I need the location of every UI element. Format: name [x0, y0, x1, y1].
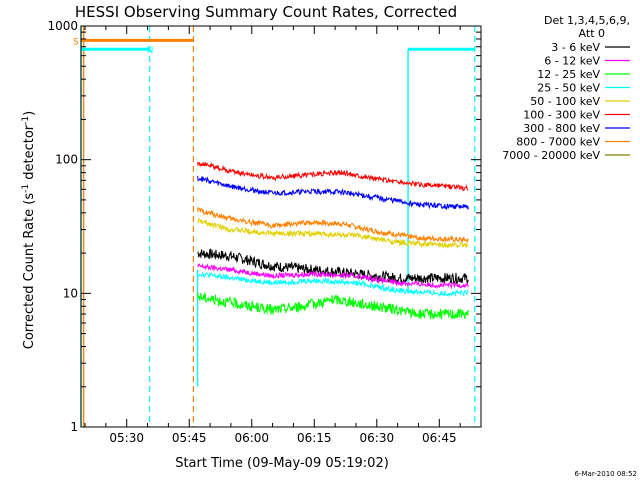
chart-title: HESSI Observing Summary Count Rates, Cor…	[75, 3, 457, 21]
x-axis: 05:30 05:45 06:00 06:15 06:30 06:45	[84, 26, 461, 445]
legend-label-1: 6 - 12 keV	[544, 55, 600, 68]
y-tick-label-1: 10	[63, 286, 78, 300]
x-tick-label-2: 06:00	[234, 431, 269, 445]
x-tick-label-1: 05:45	[172, 431, 207, 445]
series-line-2	[197, 291, 469, 320]
legend-label-8: 7000 - 20000 keV	[502, 149, 600, 162]
series-line-3	[197, 271, 469, 298]
legend-label-0: 3 - 6 keV	[551, 41, 600, 54]
y-tick-label-0: 1	[70, 420, 78, 434]
legend-label-5: 100 - 300 keV	[523, 109, 600, 122]
footer-timestamp: 6-Mar-2010 08:52	[575, 470, 637, 478]
series-line-0	[197, 248, 469, 286]
legend-label-7: 800 - 7000 keV	[516, 136, 600, 149]
series-line-6	[197, 175, 469, 211]
y-axis-label: Corrected Count Rate (s-1 detector-1)	[21, 111, 37, 349]
legend-label-4: 50 - 100 keV	[530, 95, 600, 108]
x-tick-label-5: 06:45	[422, 431, 457, 445]
legend-header-line-2: Att 0	[579, 27, 605, 40]
x-tick-label-3: 06:15	[297, 431, 332, 445]
legend-label-6: 300 - 800 keV	[523, 122, 600, 135]
series-line-7	[197, 206, 469, 244]
y-axis: 1 10 100 1000	[47, 19, 481, 434]
y-tick-label-3: 1000	[47, 19, 78, 33]
legend-header-line-1: Det 1,3,4,5,6,9,	[544, 14, 630, 27]
plot-frame	[80, 25, 482, 428]
x-tick-label-0: 05:30	[109, 431, 144, 445]
annotation-label-1: N	[147, 46, 154, 56]
x-axis-label: Start Time (09-May-09 05:19:02)	[175, 456, 389, 471]
legend-label-3: 25 - 50 keV	[537, 82, 600, 95]
annotation-label-0: S	[73, 37, 79, 47]
series-line-1	[197, 262, 469, 290]
legend-label-2: 12 - 25 keV	[537, 68, 600, 81]
series-line-4	[197, 218, 469, 250]
series-line-5	[197, 161, 469, 192]
y-tick-label-2: 100	[55, 153, 78, 167]
x-tick-label-4: 06:30	[360, 431, 395, 445]
